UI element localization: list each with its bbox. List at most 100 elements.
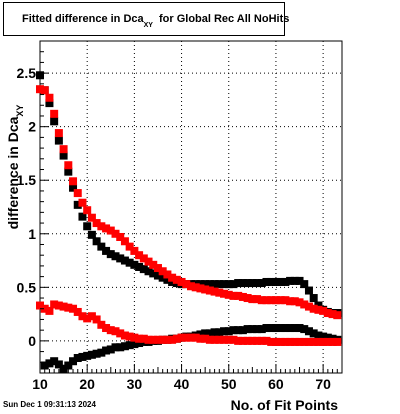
data-point xyxy=(281,277,290,286)
data-point xyxy=(187,333,195,342)
data-point xyxy=(314,331,323,340)
data-point xyxy=(64,361,73,370)
data-point xyxy=(196,280,205,289)
data-point xyxy=(69,304,78,313)
data-point xyxy=(253,336,262,345)
y-tick-label: 1.5 xyxy=(17,172,37,188)
data-point xyxy=(125,332,134,341)
data-point xyxy=(116,254,125,263)
data-point xyxy=(97,242,106,251)
data-point xyxy=(290,297,299,306)
data-point xyxy=(135,262,144,271)
data-point xyxy=(257,325,266,334)
data-point xyxy=(257,296,266,305)
data-point xyxy=(87,350,96,359)
data-point xyxy=(304,337,313,346)
data-point xyxy=(144,267,153,276)
data-point xyxy=(309,337,318,346)
data-point xyxy=(73,354,82,363)
data-point xyxy=(234,291,243,300)
data-point xyxy=(135,251,144,260)
data-point xyxy=(248,279,257,288)
data-point xyxy=(271,324,280,333)
data-point xyxy=(276,277,285,286)
series-1 xyxy=(40,324,342,373)
data-point xyxy=(271,337,280,346)
data-point xyxy=(300,300,309,309)
data-point xyxy=(158,335,167,344)
data-point xyxy=(295,324,304,333)
y-axis-label-subscript: XY xyxy=(15,105,25,117)
data-point xyxy=(59,145,68,154)
data-point xyxy=(45,306,54,315)
data-point xyxy=(234,326,243,335)
data-point xyxy=(158,273,167,282)
data-point xyxy=(64,167,73,176)
data-point xyxy=(116,343,125,352)
data-point xyxy=(205,335,214,344)
data-point xyxy=(220,335,229,344)
y-axis-label: difference in DcaXY xyxy=(5,105,25,230)
data-point xyxy=(97,348,106,357)
data-point xyxy=(267,296,276,305)
data-point xyxy=(323,309,332,318)
data-point xyxy=(220,327,229,336)
data-point xyxy=(304,302,313,311)
data-point xyxy=(120,331,129,340)
data-point xyxy=(78,212,87,221)
data-point xyxy=(125,242,134,251)
data-point xyxy=(45,359,54,368)
data-point xyxy=(191,333,200,342)
y-tick-label: 2 xyxy=(28,119,36,135)
data-point xyxy=(224,290,233,299)
data-point xyxy=(102,346,111,355)
data-point xyxy=(201,334,210,343)
data-point xyxy=(125,341,134,350)
data-point xyxy=(50,300,59,309)
data-point xyxy=(163,275,172,284)
data-point xyxy=(248,325,257,334)
data-point xyxy=(120,237,129,246)
data-point xyxy=(111,327,120,336)
data-point xyxy=(187,282,195,291)
data-point xyxy=(248,295,257,304)
data-point xyxy=(144,257,153,266)
marks-layer xyxy=(36,71,342,373)
data-point xyxy=(215,288,224,297)
data-point xyxy=(40,304,49,313)
data-point xyxy=(172,334,181,343)
data-point xyxy=(139,265,148,274)
data-point xyxy=(309,329,318,338)
data-point xyxy=(73,307,82,316)
data-point xyxy=(36,71,44,80)
data-point xyxy=(224,335,233,344)
data-point xyxy=(295,298,304,307)
data-point xyxy=(102,324,111,333)
title-rest: for Global Rec All NoHits xyxy=(158,13,290,25)
data-point xyxy=(45,99,54,108)
y-tick-label: 0.5 xyxy=(17,279,37,295)
data-point xyxy=(149,260,158,269)
data-point xyxy=(130,246,139,255)
x-tick-label: 20 xyxy=(79,376,95,392)
data-point xyxy=(59,151,68,160)
data-point xyxy=(149,335,158,344)
data-point xyxy=(182,280,191,289)
data-point xyxy=(111,252,120,261)
data-point xyxy=(262,336,271,345)
data-point xyxy=(224,327,233,336)
data-point xyxy=(177,333,186,342)
data-point xyxy=(36,301,44,310)
data-point xyxy=(139,334,148,343)
data-point xyxy=(50,117,59,126)
x-axis-label: No. of Fit Points xyxy=(231,397,339,413)
data-point xyxy=(286,337,295,346)
data-point xyxy=(92,237,101,246)
data-point xyxy=(116,329,125,338)
data-point xyxy=(139,254,148,263)
data-point xyxy=(210,335,219,344)
data-point xyxy=(106,326,115,335)
data-point xyxy=(314,337,323,346)
data-point xyxy=(73,200,82,209)
data-point xyxy=(50,109,59,118)
